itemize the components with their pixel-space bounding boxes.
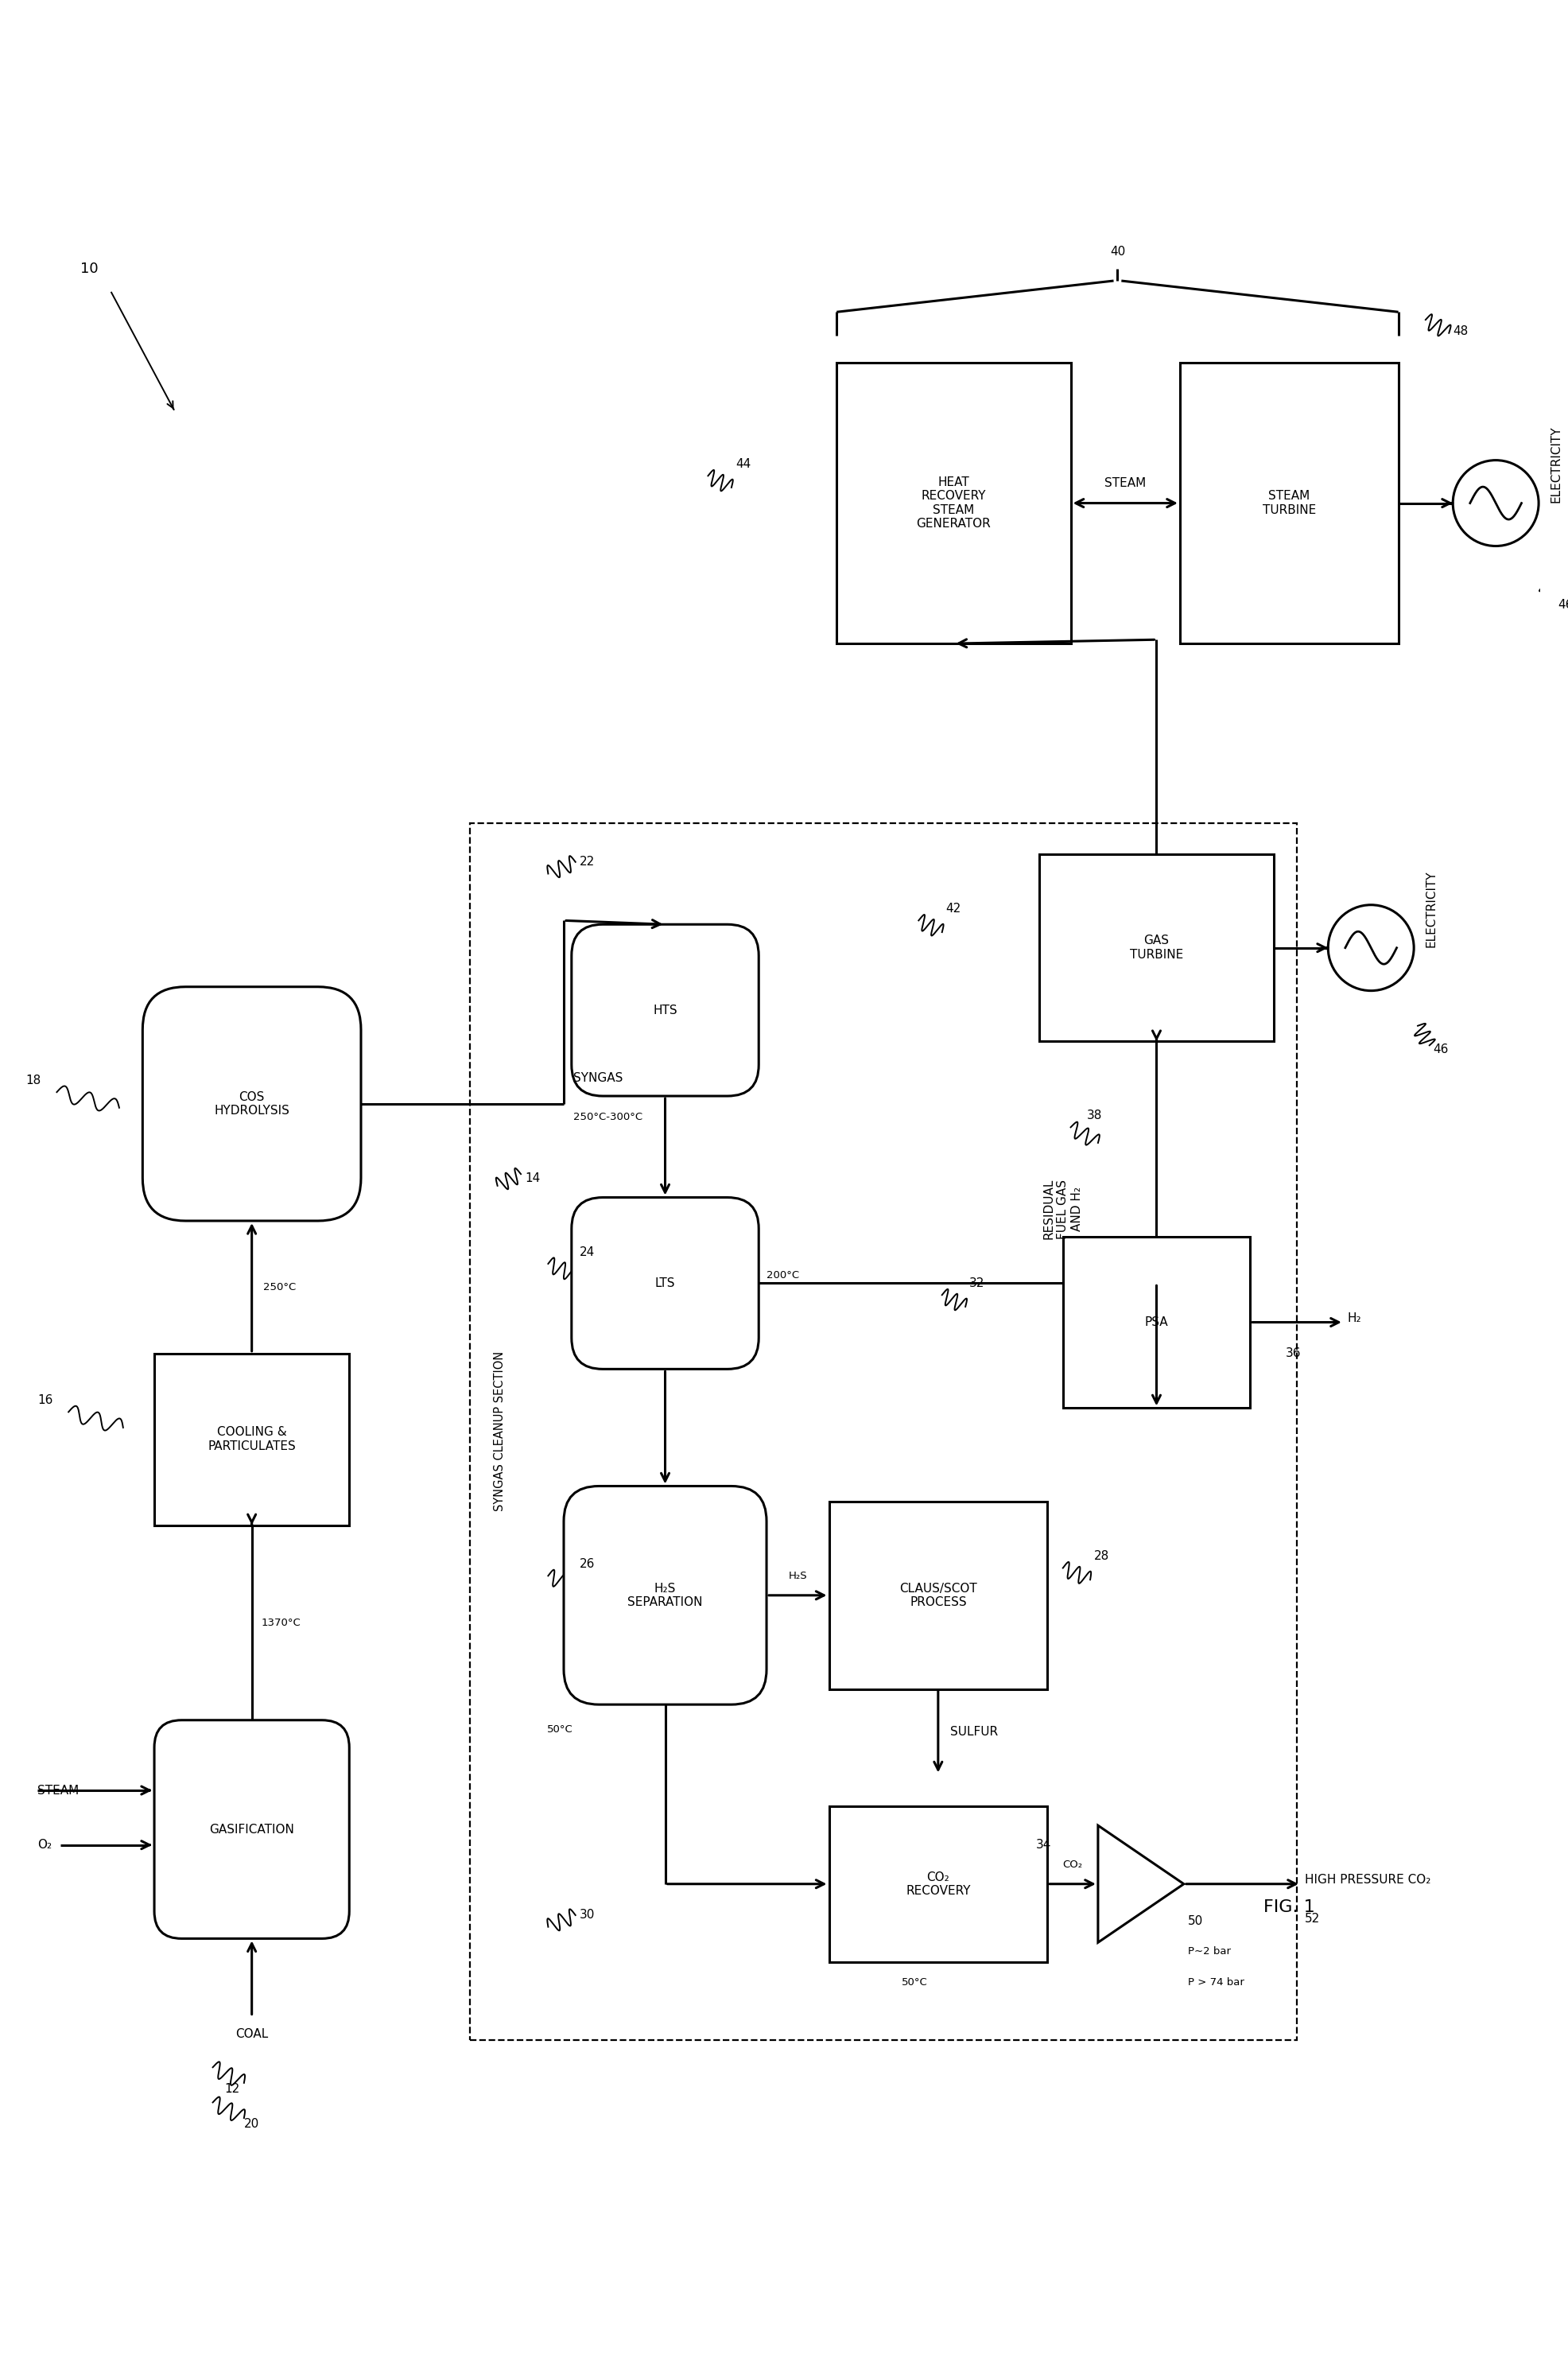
Text: 48: 48	[1454, 326, 1468, 337]
Text: COOLING &
PARTICULATES: COOLING & PARTICULATES	[207, 1427, 296, 1453]
Text: 44: 44	[735, 458, 751, 469]
Text: SULFUR: SULFUR	[950, 1727, 997, 1739]
Text: HTS: HTS	[652, 1005, 677, 1017]
Text: ELECTRICITY: ELECTRICITY	[1551, 425, 1562, 502]
Text: GAS
TURBINE: GAS TURBINE	[1131, 934, 1184, 960]
Text: 12: 12	[224, 2083, 240, 2095]
Text: H₂S: H₂S	[789, 1571, 808, 1581]
Text: H₂: H₂	[1347, 1312, 1361, 1323]
Text: 32: 32	[969, 1276, 985, 1290]
Text: 250°C: 250°C	[263, 1281, 296, 1293]
Text: CLAUS/SCOT
PROCESS: CLAUS/SCOT PROCESS	[900, 1583, 977, 1609]
Text: 36: 36	[1286, 1347, 1301, 1359]
FancyBboxPatch shape	[829, 1503, 1047, 1689]
FancyBboxPatch shape	[1040, 854, 1273, 1040]
Text: 16: 16	[38, 1394, 53, 1406]
FancyBboxPatch shape	[154, 1720, 350, 1939]
Text: 10: 10	[80, 262, 99, 276]
Text: O₂: O₂	[38, 1840, 52, 1852]
FancyBboxPatch shape	[564, 1486, 767, 1706]
Text: PSA: PSA	[1145, 1316, 1168, 1328]
Text: 18: 18	[25, 1073, 41, 1087]
Text: 50: 50	[1187, 1916, 1203, 1927]
Polygon shape	[1098, 1826, 1184, 1941]
Text: 14: 14	[525, 1172, 539, 1184]
Circle shape	[1328, 906, 1414, 991]
Text: ELECTRICITY: ELECTRICITY	[1425, 870, 1438, 948]
Text: 250°C-300°C: 250°C-300°C	[574, 1111, 643, 1123]
Text: 46: 46	[1433, 1043, 1449, 1054]
Text: P∼2 bar: P∼2 bar	[1187, 1946, 1231, 1956]
Text: 1370°C: 1370°C	[262, 1618, 301, 1628]
Text: 22: 22	[579, 856, 594, 868]
FancyBboxPatch shape	[1179, 363, 1399, 644]
Text: 42: 42	[946, 903, 961, 915]
FancyBboxPatch shape	[829, 1807, 1047, 1963]
Text: HEAT
RECOVERY
STEAM
GENERATOR: HEAT RECOVERY STEAM GENERATOR	[916, 477, 991, 531]
FancyBboxPatch shape	[572, 1198, 759, 1368]
Text: 34: 34	[1036, 1840, 1051, 1852]
Text: SYNGAS: SYNGAS	[574, 1073, 622, 1085]
Text: HIGH PRESSURE CO₂: HIGH PRESSURE CO₂	[1305, 1873, 1430, 1887]
FancyBboxPatch shape	[154, 1354, 350, 1526]
Text: 52: 52	[1305, 1913, 1320, 1925]
Text: 46: 46	[1559, 599, 1568, 611]
FancyBboxPatch shape	[572, 925, 759, 1097]
Text: 30: 30	[579, 1908, 594, 1920]
Text: GASIFICATION: GASIFICATION	[209, 1824, 295, 1835]
Text: CO₂
RECOVERY: CO₂ RECOVERY	[906, 1871, 971, 1897]
Text: 28: 28	[1094, 1550, 1110, 1562]
Text: 20: 20	[245, 2118, 259, 2130]
Text: STEAM: STEAM	[1104, 477, 1146, 488]
Text: 50°C: 50°C	[547, 1724, 572, 1734]
FancyBboxPatch shape	[837, 363, 1071, 644]
FancyBboxPatch shape	[143, 986, 361, 1222]
Text: COS
HYDROLYSIS: COS HYDROLYSIS	[215, 1090, 290, 1116]
Text: STEAM: STEAM	[38, 1783, 78, 1795]
Text: 50°C: 50°C	[902, 1977, 928, 1989]
FancyBboxPatch shape	[1063, 1236, 1250, 1408]
Text: STEAM
TURBINE: STEAM TURBINE	[1262, 491, 1316, 517]
Text: P > 74 bar: P > 74 bar	[1187, 1977, 1243, 1989]
Text: COAL: COAL	[235, 2029, 268, 2041]
Text: 24: 24	[579, 1246, 594, 1257]
Text: CO₂: CO₂	[1063, 1859, 1082, 1871]
Text: 200°C: 200°C	[767, 1269, 800, 1281]
Text: LTS: LTS	[655, 1276, 676, 1290]
Text: RESIDUAL
FUEL GAS
AND H₂: RESIDUAL FUEL GAS AND H₂	[1043, 1180, 1083, 1238]
Text: H₂S
SEPARATION: H₂S SEPARATION	[627, 1583, 702, 1609]
Text: FIG. 1: FIG. 1	[1264, 1899, 1316, 1916]
Text: 26: 26	[579, 1559, 594, 1571]
Text: SYNGAS CLEANUP SECTION: SYNGAS CLEANUP SECTION	[494, 1352, 506, 1512]
Circle shape	[1454, 460, 1538, 545]
Text: 38: 38	[1087, 1109, 1102, 1121]
Text: 40: 40	[1110, 245, 1126, 257]
